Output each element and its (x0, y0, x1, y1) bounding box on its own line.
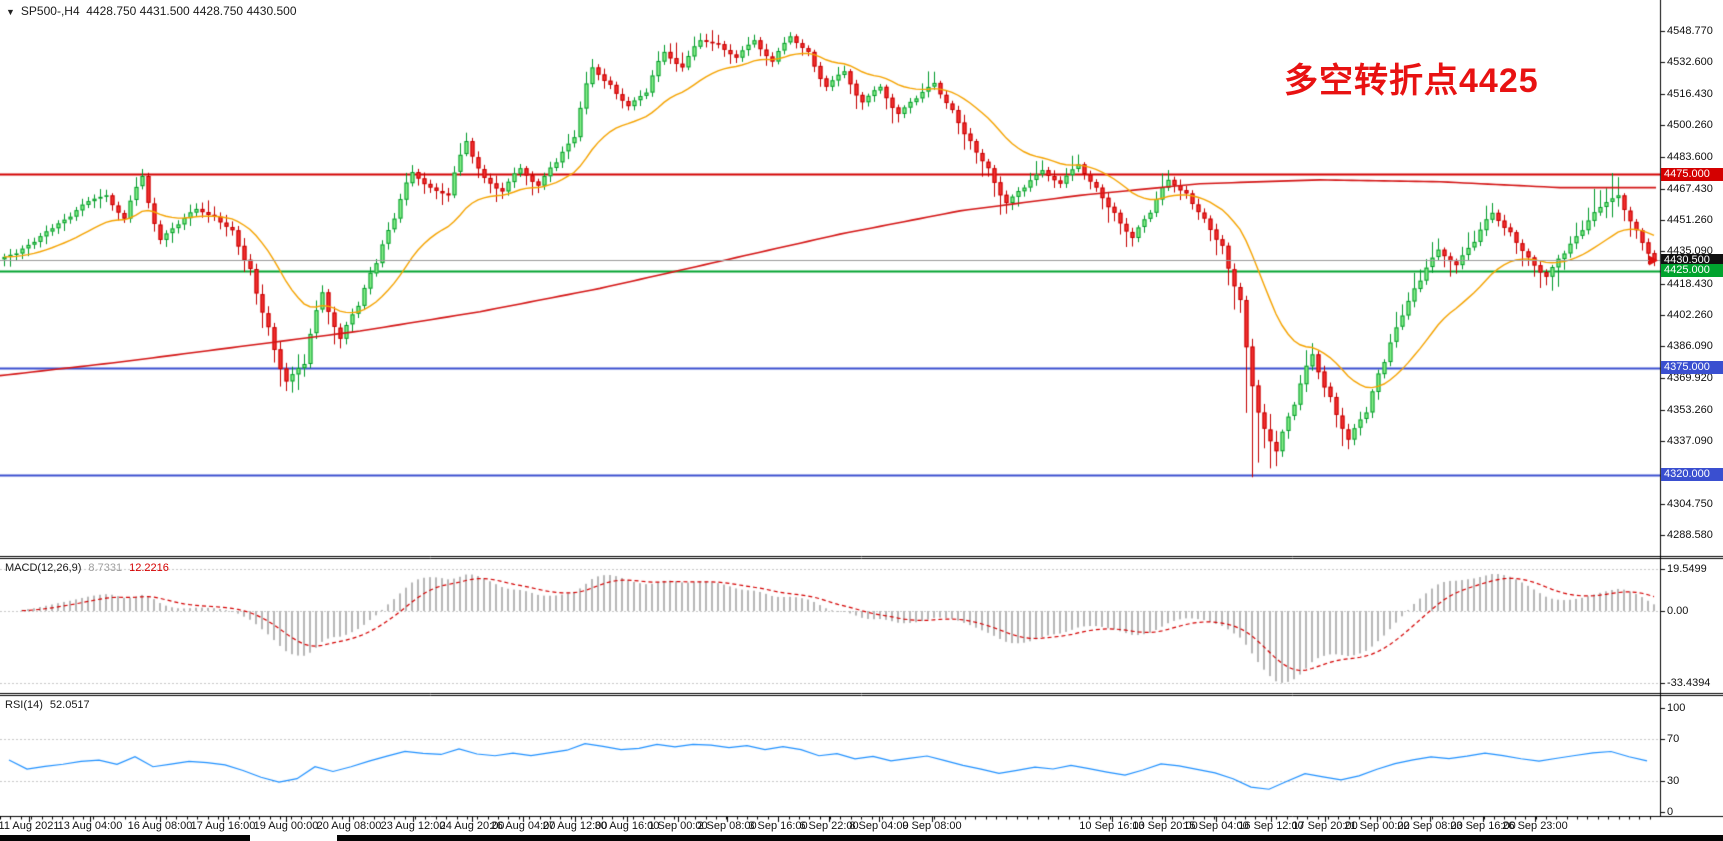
price-axis-tick: 4337.090 (1667, 435, 1713, 448)
macd-axis-tick: 19.5499 (1667, 562, 1707, 575)
collapse-chart-icon[interactable]: ▼ (6, 7, 15, 17)
price-axis-tick: 4288.580 (1667, 529, 1713, 542)
price-axis-tick: 4353.260 (1667, 404, 1713, 417)
macd-axis-tick: 0.00 (1667, 605, 1689, 617)
time-axis-label: 22 Sep 08:00 (1397, 820, 1463, 832)
price-axis-tick: 4532.600 (1667, 56, 1713, 69)
price-axis-tick: 4304.750 (1667, 498, 1713, 511)
price-axis-tick: 4516.430 (1667, 87, 1713, 100)
rsi-name: RSI(14) (5, 699, 43, 711)
time-axis-label: 1 Sep 00:00 (648, 820, 708, 832)
time-axis-label: 24 Aug 20:00 (439, 820, 505, 832)
time-axis-label: 26 Aug 04:00 (490, 820, 556, 832)
time-axis-label: 30 Aug 16:00 (594, 820, 660, 832)
time-axis-label: 9 Sep 08:00 (902, 820, 962, 832)
time-axis-label: 8 Sep 04:00 (849, 820, 909, 832)
time-axis-label: 17 Sep 20:00 (1292, 820, 1358, 832)
macd-axis-tick: -33.4394 (1667, 677, 1711, 690)
price-axis-tick: 4418.430 (1667, 277, 1713, 290)
time-axis-label: 6 Sep 22:00 (799, 820, 859, 832)
price-axis-tick: 4369.920 (1667, 371, 1713, 384)
price-axis-tick: 4500.260 (1667, 119, 1713, 132)
time-axis-label: 11 Aug 2021 (0, 820, 60, 832)
time-axis-label: 19 Aug 00:00 (253, 820, 319, 832)
price-axis-tick: 4483.600 (1667, 151, 1713, 164)
rsi-axis-tick: 0 (1667, 806, 1674, 818)
time-axis-label: 15 Sep 04:00 (1183, 820, 1249, 832)
macd-name: MACD(12,26,9) (5, 562, 82, 574)
price-axis-tick: 4386.090 (1667, 340, 1713, 353)
price-tag-4320.000: 4320.000 (1661, 468, 1723, 482)
price-axis-tick: 4467.430 (1667, 182, 1713, 195)
time-axis-label: 3 Sep 16:00 (748, 820, 808, 832)
macd-indicator-label: MACD(12,26,9) 8.7331 12.2216 (5, 562, 169, 574)
time-axis-label: 27 Aug 12:00 (542, 820, 608, 832)
rsi-axis-tick: 30 (1667, 774, 1680, 787)
price-tag-4475.000: 4475.000 (1661, 167, 1723, 181)
time-axis-label: 21 Sep 00:00 (1344, 820, 1410, 832)
bottom-bar-segment (337, 835, 1723, 841)
price-tag-4375.000: 4375.000 (1661, 361, 1723, 375)
price-axis-tick: 4402.260 (1667, 309, 1713, 322)
rsi-indicator-label: RSI(14) 52.0517 (5, 699, 90, 711)
price-tag-4425.000: 4425.000 (1661, 264, 1723, 278)
time-axis-label: 2 Sep 08:00 (697, 820, 757, 832)
macd-signal-value: 12.2216 (129, 562, 169, 574)
time-axis-label: 10 Sep 16:00 (1079, 820, 1145, 832)
time-axis-label: 26 Sep 23:00 (1502, 820, 1568, 832)
time-axis-label: 23 Sep 16:00 (1450, 820, 1516, 832)
time-axis-label: 16 Aug 08:00 (127, 820, 193, 832)
rsi-value: 52.0517 (49, 699, 90, 711)
price-axis-tick: 4548.770 (1667, 25, 1713, 37)
chart-title-text: SP500-,H4 4428.750 4431.500 4428.750 443… (20, 4, 297, 18)
bottom-bar-segment (250, 835, 337, 841)
rsi-axis-tick: 100 (1667, 702, 1686, 714)
price-axis-tick: 4451.260 (1667, 214, 1713, 227)
annotation-text[interactable]: 多空转折点4425 (1284, 62, 1539, 100)
time-axis-label: 17 Aug 16:00 (190, 820, 256, 832)
bottom-bar-segment (0, 835, 250, 841)
chart-title: ▼ SP500-,H4 4428.750 4431.500 4428.750 44… (6, 4, 297, 18)
time-axis-label: 13 Aug 04:00 (57, 820, 123, 832)
time-axis-label: 23 Aug 12:00 (380, 820, 446, 832)
bottom-bar (0, 835, 1723, 841)
macd-main-value: 8.7331 (88, 562, 123, 574)
price-tag-4430.500: 4430.500 (1661, 253, 1723, 267)
time-axis-label: 13 Sep 20:00 (1132, 820, 1198, 832)
rsi-axis-tick: 70 (1667, 733, 1680, 746)
time-axis-label: 16 Sep 12:00 (1238, 820, 1304, 832)
time-axis-label: 20 Aug 08:00 (316, 820, 382, 832)
